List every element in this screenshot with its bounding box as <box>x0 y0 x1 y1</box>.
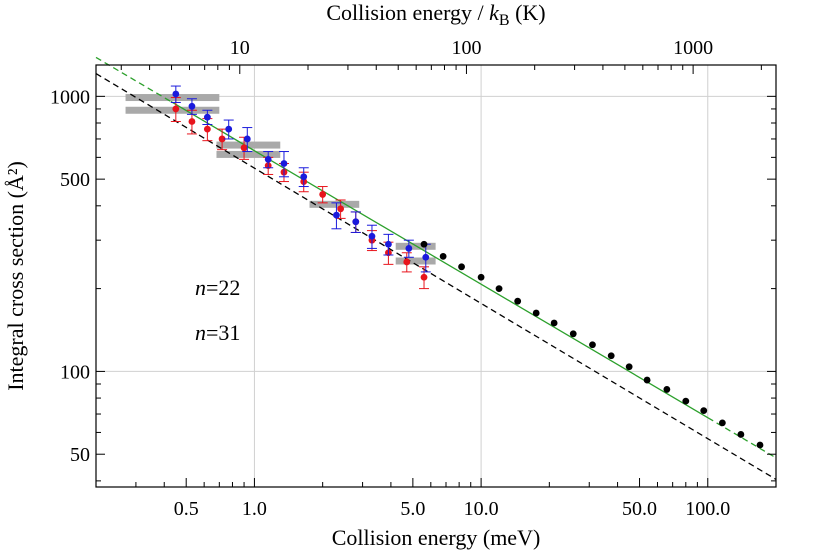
data-point <box>352 218 360 226</box>
data-point <box>188 118 196 125</box>
data-point <box>439 252 447 260</box>
annotation-n31: n=31 <box>195 320 240 345</box>
data-point <box>243 135 251 143</box>
data-point <box>403 258 411 266</box>
x-tick-label: 0.5 <box>174 498 199 520</box>
data-point <box>569 330 577 338</box>
y-tick-label: 500 <box>60 169 90 191</box>
data-point <box>422 253 430 261</box>
uncertainty-band <box>216 141 281 149</box>
uncertainty-band <box>395 257 436 265</box>
data-point <box>240 144 248 152</box>
data-point <box>280 160 288 167</box>
top-axis-label-sub: B <box>499 12 510 29</box>
data-point <box>188 102 196 110</box>
y-tick-label: 50 <box>70 444 90 466</box>
top-tick-label: 10 <box>230 37 250 59</box>
annotation-n31-italic: n <box>195 320 206 345</box>
green-fit-line <box>170 100 709 419</box>
x-tick-label: 50.0 <box>622 498 657 520</box>
uncertainty-band <box>309 200 360 208</box>
data-series <box>170 85 764 449</box>
y-tick-label: 100 <box>60 361 90 383</box>
x-axis-label: Collision energy (meV) <box>332 525 541 550</box>
annotation-n31-text: =31 <box>206 320 240 345</box>
data-point <box>532 309 540 317</box>
annotation-n22-text: =22 <box>206 275 240 300</box>
plot-frame <box>95 64 777 488</box>
data-point <box>405 245 413 252</box>
top-axis-label: Collision energy / kB (K) <box>326 0 545 29</box>
data-point <box>368 232 376 240</box>
data-point <box>172 105 180 113</box>
data-point <box>420 240 428 248</box>
data-point <box>477 273 485 281</box>
data-point <box>337 205 345 213</box>
data-point <box>737 431 745 438</box>
green-line-dashed-end <box>707 417 777 459</box>
data-point <box>203 125 211 133</box>
data-point <box>172 90 180 98</box>
data-point <box>682 397 690 405</box>
top-axis-label-k: k <box>489 0 500 25</box>
data-point <box>550 319 558 327</box>
data-point <box>264 155 272 163</box>
data-point <box>607 352 615 360</box>
data-point <box>643 376 651 384</box>
annotation-n22-italic: n <box>195 275 206 300</box>
data-point <box>625 363 633 371</box>
data-point <box>420 273 428 281</box>
fit-lines <box>95 56 777 480</box>
uncertainty-band <box>125 106 220 114</box>
data-point <box>319 191 327 198</box>
uncertainty-bands <box>125 94 436 265</box>
axis-ticks: 0.5 1.0 5.0 10.0 50.0 100.0 50 100 500 1000 10 100 1… <box>50 37 777 520</box>
data-point <box>514 297 522 305</box>
data-point <box>333 211 340 219</box>
annotation-n22: n=22 <box>195 275 240 300</box>
data-point <box>203 113 211 121</box>
x-tick-label: 100.0 <box>685 498 730 520</box>
top-tick-label: 100 <box>451 37 481 59</box>
top-axis-label-suffix: (K) <box>510 0 546 25</box>
data-point <box>300 173 308 181</box>
top-tick-label: 1000 <box>673 37 713 59</box>
y-axis-label: Integral cross section (Å²) <box>3 161 28 391</box>
uncertainty-band <box>216 150 281 158</box>
x-tick-label: 10.0 <box>464 498 499 520</box>
data-point <box>495 285 503 293</box>
data-point <box>458 263 465 271</box>
data-point <box>663 386 671 393</box>
top-axis-label-prefix: Collision energy / <box>326 0 489 25</box>
data-point <box>225 125 233 133</box>
x-tick-label: 5.0 <box>400 498 425 520</box>
data-point <box>756 441 764 449</box>
dashed-black-line <box>95 73 777 480</box>
data-point <box>385 240 392 248</box>
data-point <box>718 419 726 427</box>
data-point <box>218 135 226 143</box>
y-tick-label: 1000 <box>50 86 90 108</box>
x-tick-label: 1.0 <box>242 498 267 520</box>
data-point <box>700 407 708 415</box>
data-point <box>589 341 596 349</box>
